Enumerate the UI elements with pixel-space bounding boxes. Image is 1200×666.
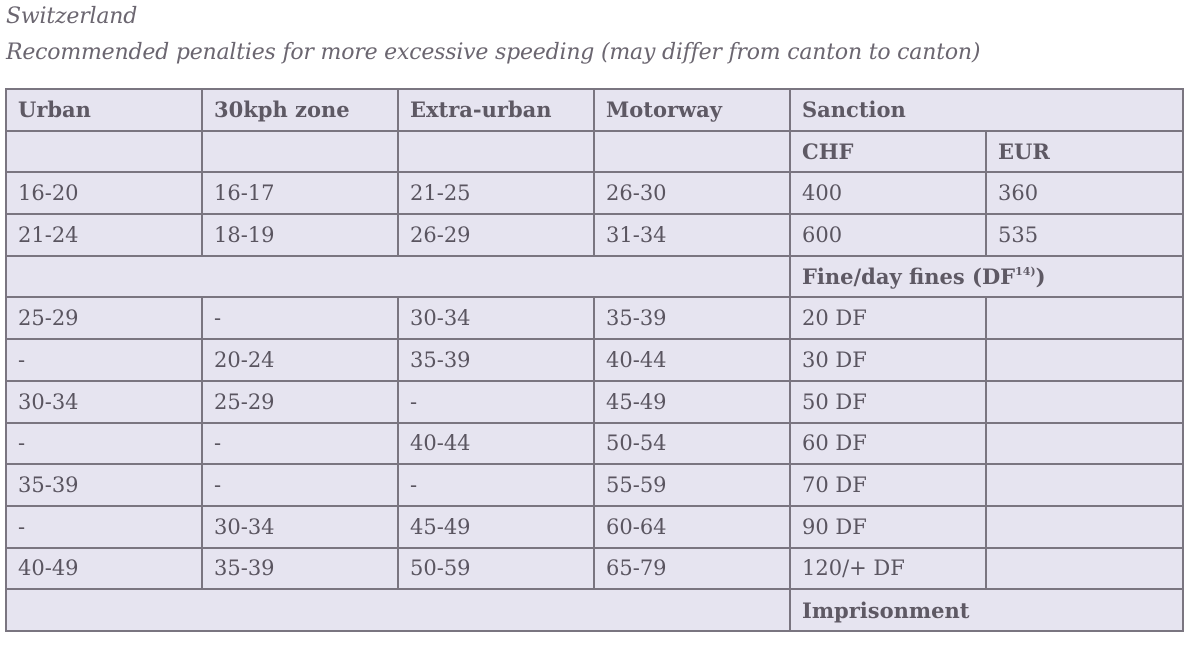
- table-row: 25-29 - 30-34 35-39 20 DF: [5, 296, 1184, 341]
- cell-urban: -: [5, 338, 203, 382]
- cell-extra-urban: 40-44: [397, 421, 595, 466]
- cell-extra-urban: 45-49: [397, 504, 595, 549]
- cell-motorway: 40-44: [593, 338, 791, 382]
- cell-urban: 21-24: [5, 213, 203, 257]
- table-row: - 30-34 45-49 60-64 90 DF: [5, 504, 1184, 549]
- cell-chf: 400: [789, 171, 987, 216]
- cell-urban: -: [5, 421, 203, 466]
- cell-30kph-zone: 16-17: [201, 171, 399, 216]
- cell-chf: 600: [789, 213, 987, 257]
- cell-extra-urban: 30-34: [397, 296, 595, 341]
- empty-cell: [593, 129, 791, 174]
- cell-sanction: 20 DF: [789, 296, 987, 341]
- day-fines-header-row: Fine/day fines (DF14)): [5, 254, 1184, 299]
- day-fines-label: Fine/day fines (DF: [802, 264, 1016, 290]
- header-urban: Urban: [5, 88, 203, 132]
- header-imprisonment: Imprisonment: [789, 588, 1184, 632]
- cell-motorway: 65-79: [593, 546, 791, 591]
- empty-cell: [985, 379, 1184, 424]
- empty-cell: [5, 254, 791, 299]
- header-chf: CHF: [789, 129, 987, 174]
- empty-cell: [985, 463, 1184, 507]
- table-row: 35-39 - - 55-59 70 DF: [5, 463, 1184, 507]
- table-subtitle: Recommended penalties for more excessive…: [6, 40, 981, 65]
- cell-motorway: 55-59: [593, 463, 791, 507]
- cell-30kph-zone: 30-34: [201, 504, 399, 549]
- cell-extra-urban: 50-59: [397, 546, 595, 591]
- empty-cell: [201, 129, 399, 174]
- table-row: 30-34 25-29 - 45-49 50 DF: [5, 379, 1184, 424]
- empty-cell: [5, 129, 203, 174]
- cell-extra-urban: 26-29: [397, 213, 595, 257]
- cell-30kph-zone: 18-19: [201, 213, 399, 257]
- cell-30kph-zone: 20-24: [201, 338, 399, 382]
- cell-motorway: 26-30: [593, 171, 791, 216]
- cell-sanction: 70 DF: [789, 463, 987, 507]
- footnote-marker: 14): [1015, 265, 1036, 279]
- header-sanction: Sanction: [789, 88, 1184, 132]
- cell-sanction: 50 DF: [789, 379, 987, 424]
- imprisonment-row: Imprisonment: [5, 588, 1184, 632]
- day-fines-label-close: ): [1035, 264, 1046, 290]
- empty-cell: [985, 546, 1184, 591]
- cell-sanction: 60 DF: [789, 421, 987, 466]
- cell-30kph-zone: -: [201, 463, 399, 507]
- header-motorway: Motorway: [593, 88, 791, 132]
- cell-30kph-zone: -: [201, 296, 399, 341]
- empty-cell: [5, 588, 791, 632]
- cell-motorway: 50-54: [593, 421, 791, 466]
- cell-urban: 40-49: [5, 546, 203, 591]
- cell-sanction: 30 DF: [789, 338, 987, 382]
- table-row: 40-49 35-39 50-59 65-79 120/+ DF: [5, 546, 1184, 591]
- cell-urban: 30-34: [5, 379, 203, 424]
- cell-30kph-zone: 25-29: [201, 379, 399, 424]
- empty-cell: [985, 296, 1184, 341]
- cell-sanction: 120/+ DF: [789, 546, 987, 591]
- header-eur: EUR: [985, 129, 1184, 174]
- cell-motorway: 60-64: [593, 504, 791, 549]
- empty-cell: [985, 338, 1184, 382]
- table-row: - - 40-44 50-54 60 DF: [5, 421, 1184, 466]
- cell-urban: -: [5, 504, 203, 549]
- cell-eur: 535: [985, 213, 1184, 257]
- cell-urban: 25-29: [5, 296, 203, 341]
- cell-urban: 16-20: [5, 171, 203, 216]
- country-caption: Switzerland: [6, 4, 138, 29]
- table-row: 16-20 16-17 21-25 26-30 400 360: [5, 171, 1184, 216]
- cell-urban: 35-39: [5, 463, 203, 507]
- header-row: Urban 30kph zone Extra-urban Motorway Sa…: [5, 88, 1184, 132]
- cell-motorway: 35-39: [593, 296, 791, 341]
- cell-motorway: 31-34: [593, 213, 791, 257]
- empty-cell: [397, 129, 595, 174]
- cell-sanction: 90 DF: [789, 504, 987, 549]
- empty-cell: [985, 421, 1184, 466]
- cell-30kph-zone: -: [201, 421, 399, 466]
- header-extra-urban: Extra-urban: [397, 88, 595, 132]
- cell-motorway: 45-49: [593, 379, 791, 424]
- header-day-fines: Fine/day fines (DF14)): [789, 254, 1184, 299]
- cell-extra-urban: -: [397, 463, 595, 507]
- currency-row: CHF EUR: [5, 129, 1184, 174]
- empty-cell: [985, 504, 1184, 549]
- table-row: 21-24 18-19 26-29 31-34 600 535: [5, 213, 1184, 257]
- cell-eur: 360: [985, 171, 1184, 216]
- table-row: - 20-24 35-39 40-44 30 DF: [5, 338, 1184, 382]
- cell-extra-urban: -: [397, 379, 595, 424]
- header-30kph-zone: 30kph zone: [201, 88, 399, 132]
- cell-extra-urban: 35-39: [397, 338, 595, 382]
- cell-30kph-zone: 35-39: [201, 546, 399, 591]
- cell-extra-urban: 21-25: [397, 171, 595, 216]
- penalties-table: Urban 30kph zone Extra-urban Motorway Sa…: [5, 88, 1184, 632]
